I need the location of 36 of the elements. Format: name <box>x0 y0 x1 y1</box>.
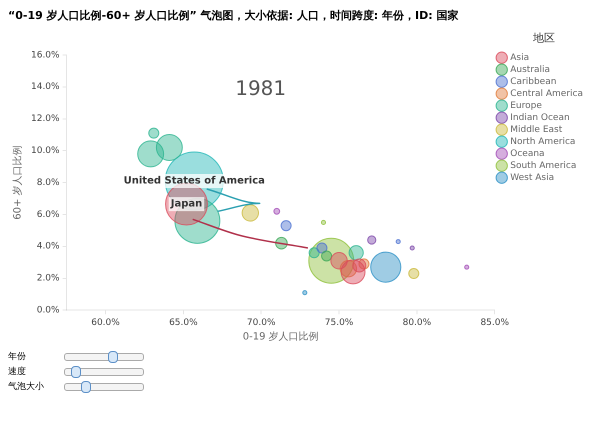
legend-label: South America <box>510 161 576 172</box>
chart-title: “0-19 岁人口比例-60+ 岁人口比例” 气泡图，大小依据: 人口，时间跨度: 年份，ID: 国家 <box>8 8 460 23</box>
y-tick-label: 6.0% <box>36 210 60 220</box>
legend-label: North America <box>510 137 576 148</box>
text: 年份 <box>8 350 27 363</box>
legend-label: Europe <box>510 101 542 112</box>
annotation: United States of America <box>124 176 265 187</box>
legend-label: Middle East <box>510 125 563 136</box>
text: 气泡大小 <box>8 380 45 393</box>
x-axis-title: 0-19 岁人口比例 <box>242 330 319 343</box>
legend-label: Indian Ocean <box>510 113 570 124</box>
x-tick-label: 70.0% <box>246 318 276 328</box>
text: 速度 <box>8 366 27 378</box>
y-tick-label: 14.0% <box>30 82 60 92</box>
y-tick-label: 8.0% <box>36 178 60 188</box>
legend-label: Asia <box>510 53 530 64</box>
x-tick-label: 75.0% <box>324 318 354 328</box>
y-tick-label: 10.0% <box>30 146 60 156</box>
annotation: 1981 <box>235 76 286 100</box>
x-tick-label: 80.0% <box>402 318 432 328</box>
annotation: Japan <box>170 198 202 210</box>
y-tick-label: 0.0% <box>36 306 60 316</box>
y-tick-label: 12.0% <box>30 114 60 124</box>
legend-label: Caribbean <box>510 77 556 88</box>
y-tick-label: 2.0% <box>36 274 60 284</box>
y-tick-label: 4.0% <box>36 242 60 252</box>
x-tick-label: 65.0% <box>169 318 198 328</box>
legend-label: Central America <box>510 89 584 100</box>
legend-label: Australia <box>510 65 550 76</box>
legend-label: West Asia <box>510 173 554 184</box>
y-axis-title: 60+ 岁人口比例 <box>12 145 24 220</box>
x-tick-label: 60.0% <box>91 318 120 328</box>
x-tick-label: 85.0% <box>480 318 510 328</box>
legend-label: Oceana <box>510 149 545 160</box>
legend-title: 地区 <box>532 31 555 44</box>
y-tick-label: 16.0% <box>30 50 60 60</box>
